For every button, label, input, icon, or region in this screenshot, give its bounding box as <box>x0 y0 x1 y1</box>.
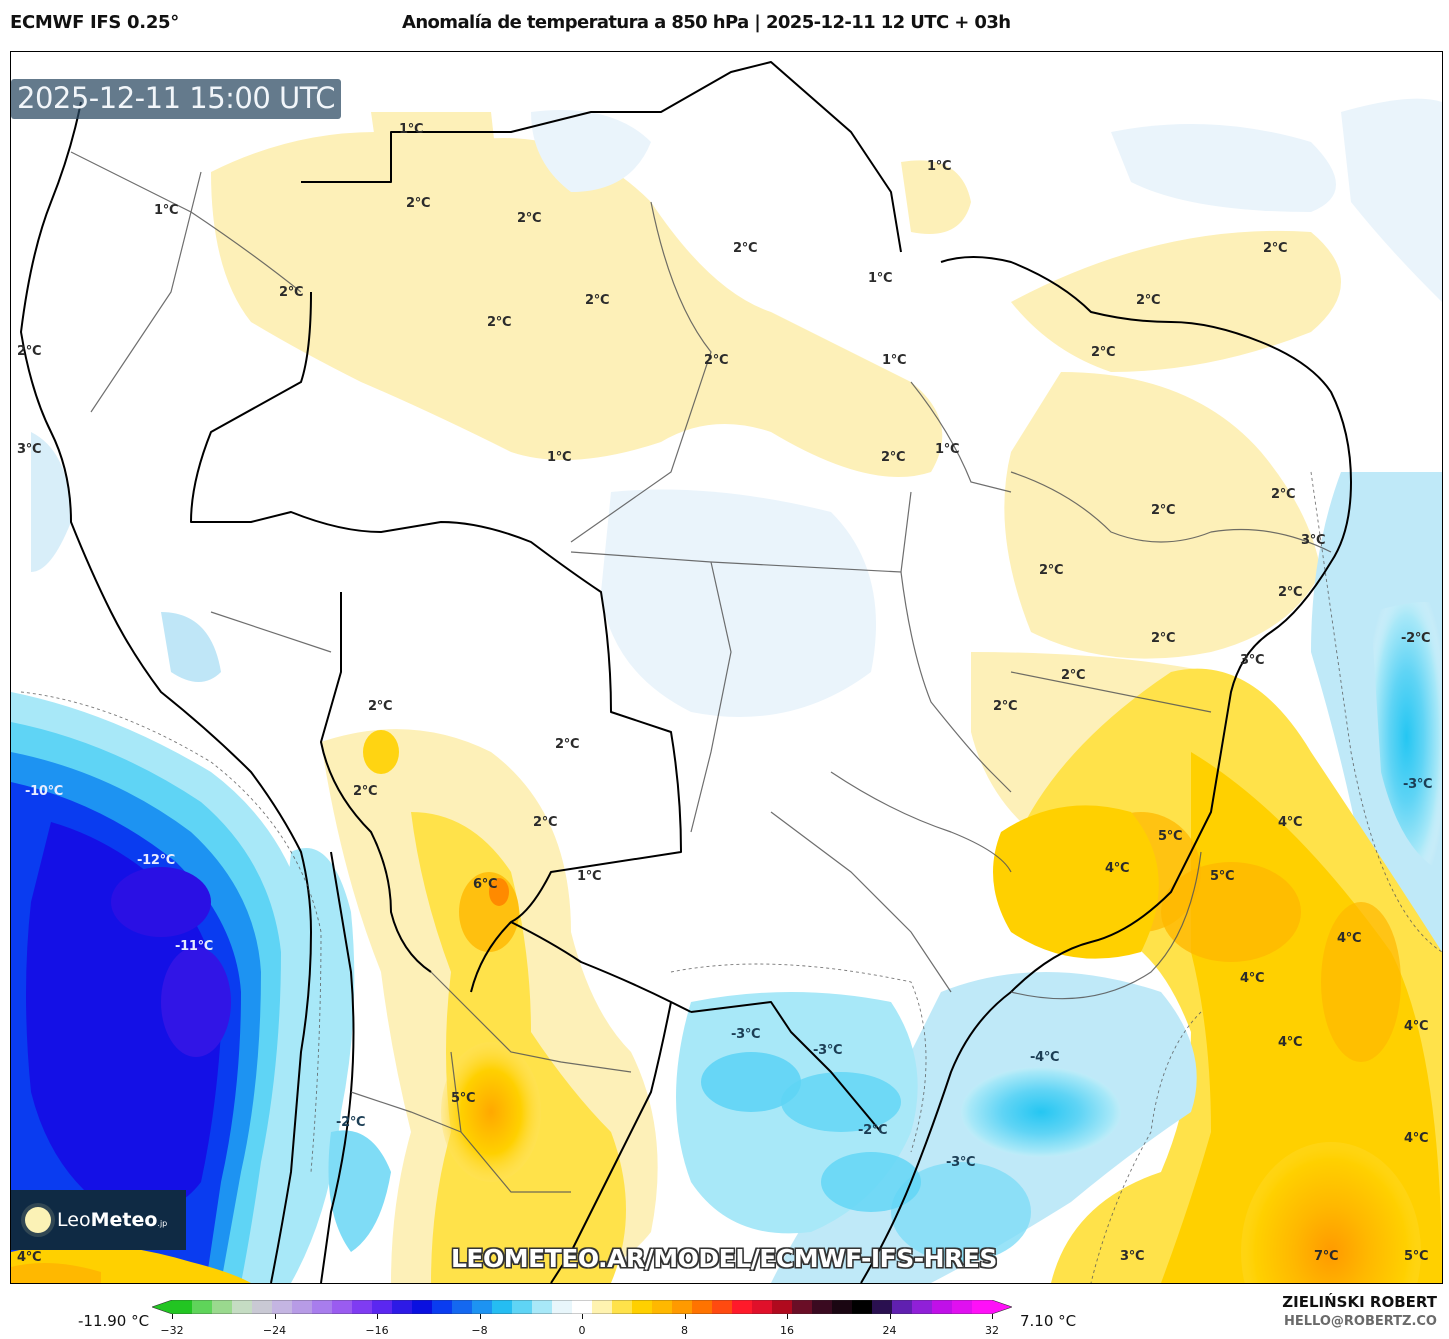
contour-label: 7°C <box>1314 1249 1339 1264</box>
contour-label: 2°C <box>368 699 393 714</box>
contour-label: 2°C <box>487 315 512 330</box>
contour-label: 3°C <box>1120 1249 1145 1264</box>
contour-label: -3°C <box>813 1043 843 1058</box>
model-title: ECMWF IFS 0.25° <box>10 12 179 33</box>
colorbar-tick-mark <box>479 1314 481 1319</box>
contour-label: 2°C <box>533 815 558 830</box>
colorbar-tick-label: −8 <box>471 1324 488 1337</box>
colorbar-tick-mark <box>889 1314 891 1319</box>
contour-label: 2°C <box>1278 585 1303 600</box>
colorbar-tick-label: −24 <box>262 1324 287 1337</box>
contour-label: 4°C <box>1278 815 1303 830</box>
contour-label: -2°C <box>1401 631 1431 646</box>
contour-label: -11°C <box>175 939 214 954</box>
contour-label: 2°C <box>881 450 906 465</box>
colorbar-tick-label: −32 <box>160 1324 184 1337</box>
contour-label: 1°C <box>882 353 907 368</box>
contour-label: 1°C <box>577 869 602 884</box>
colorbar-min-value: -11.90 °C <box>78 1312 150 1330</box>
colorbar-tick-mark <box>787 1314 788 1319</box>
colorbar-tick-label: 32 <box>985 1324 999 1337</box>
contour-label: 2°C <box>704 353 729 368</box>
contour-label: 1°C <box>547 450 572 465</box>
colorbar-tick-mark <box>684 1314 686 1319</box>
colorbar-tick-label: 24 <box>882 1324 897 1337</box>
contour-label: -10°C <box>25 784 64 799</box>
logo-text: LeoMeteo.jp <box>57 1209 168 1231</box>
colorbar-tick-label: −16 <box>365 1324 389 1337</box>
contour-label: 5°C <box>1158 829 1183 844</box>
contour-label: 4°C <box>1337 931 1362 946</box>
author-email[interactable]: HELLO@ROBERTZ.CO <box>1283 1314 1437 1329</box>
contour-label: 2°C <box>1271 487 1296 502</box>
contour-label: -3°C <box>946 1155 976 1170</box>
colorbar-max-value: 7.10 °C <box>1020 1312 1077 1330</box>
colorbar-tick-mark <box>992 1314 993 1319</box>
contour-label: 5°C <box>1404 1249 1429 1264</box>
contour-label: 2°C <box>1263 241 1288 256</box>
colorbar-tick-mark <box>274 1314 276 1319</box>
contour-label: 5°C <box>451 1091 476 1106</box>
colorbar-tick-label: 16 <box>780 1324 794 1337</box>
contour-label: -2°C <box>858 1123 888 1138</box>
contour-label: 3°C <box>17 442 42 457</box>
contour-label: 2°C <box>517 211 542 226</box>
contour-label: 1°C <box>868 271 893 286</box>
contour-label: 6°C <box>473 877 498 892</box>
valid-time-badge: 2025-12-11 15:00 UTC <box>11 79 342 119</box>
contour-label: 2°C <box>1061 668 1086 683</box>
colorbar-tick-label: 8 <box>681 1324 688 1337</box>
contour-label: 1°C <box>399 122 424 137</box>
contour-label: 2°C <box>406 196 431 211</box>
contour-label: 4°C <box>1105 861 1130 876</box>
contour-label: -2°C <box>336 1115 366 1130</box>
contour-label: 2°C <box>1091 345 1116 360</box>
temperature-anomaly-field <box>11 52 1442 1283</box>
leometeo-logo[interactable]: LeoMeteo.jp <box>11 1190 186 1250</box>
contour-label: 2°C <box>279 285 304 300</box>
contour-label: 4°C <box>1278 1035 1303 1050</box>
contour-label: 3°C <box>1240 653 1265 668</box>
contour-label: 3°C <box>1301 533 1326 548</box>
colorbar-tick-mark <box>377 1314 378 1319</box>
site-watermark: LEOMETEO.AR/MODEL/ECMWF-IFS-HRES <box>451 1244 997 1273</box>
contour-label: 2°C <box>17 344 42 359</box>
contour-label: 2°C <box>1136 293 1161 308</box>
contour-label: 5°C <box>1210 869 1235 884</box>
contour-label: 1°C <box>935 442 960 457</box>
colorbar-tick-label: 0 <box>578 1324 586 1337</box>
contour-label: 2°C <box>733 241 758 256</box>
contour-label: 4°C <box>1404 1131 1429 1146</box>
contour-label: 2°C <box>1151 631 1176 646</box>
contour-label: -3°C <box>1403 777 1433 792</box>
contour-label: 2°C <box>1151 503 1176 518</box>
colorbar-tick-mark <box>582 1314 583 1319</box>
contour-label: 2°C <box>993 699 1018 714</box>
contour-label: -3°C <box>731 1027 761 1042</box>
colorbar <box>152 1300 1012 1314</box>
map-panel[interactable]: 2025-12-11 15:00 UTC 1°C 2°C 2°C 1°C 2°C 2°C 3… <box>10 51 1443 1284</box>
contour-label: 2°C <box>585 293 610 308</box>
contour-label: 4°C <box>17 1250 42 1265</box>
colorbar-tick-mark <box>172 1314 173 1319</box>
contour-label: -12°C <box>137 853 176 868</box>
contour-label: 4°C <box>1404 1019 1429 1034</box>
contour-label: 1°C <box>154 203 179 218</box>
contour-label: 1°C <box>927 159 952 174</box>
contour-label: 2°C <box>555 737 580 752</box>
contour-label: 2°C <box>1039 563 1064 578</box>
sun-icon <box>25 1207 51 1233</box>
author-credit: ZIELIŃSKI ROBERT <box>1282 1293 1437 1311</box>
chart-title: Anomalía de temperatura a 850 hPa | 2025… <box>402 12 1011 33</box>
contour-label: 2°C <box>353 784 378 799</box>
contour-label: 4°C <box>1240 971 1265 986</box>
contour-label: -4°C <box>1030 1050 1060 1065</box>
